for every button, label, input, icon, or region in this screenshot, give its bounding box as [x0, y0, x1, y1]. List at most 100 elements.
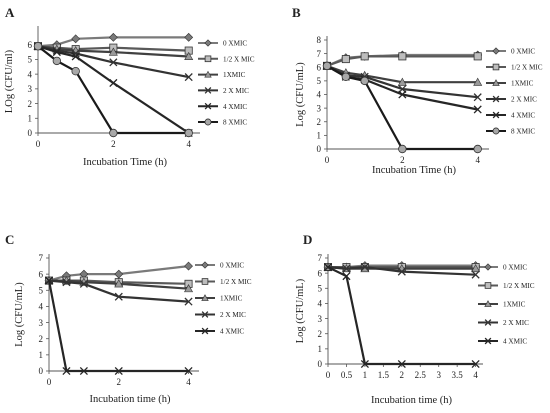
panel-c-legend-entry-1-2-x-mic: 1/2 X MIC — [195, 278, 252, 286]
panel-b-y-tick-label: 1 — [317, 131, 322, 141]
panel-d-legend-entry-0-xmic: 0 XMIC — [478, 263, 527, 272]
panel-b-data-point-8-xmic — [322, 61, 332, 71]
panel-b-x-axis-title: Incubation Time (h) — [372, 165, 456, 176]
panel-d-legend-label: 1/2 X MIC — [503, 282, 535, 290]
panel-b-data-point-1xmic — [473, 77, 483, 86]
panel-c-y-tick-label: 3 — [39, 318, 44, 328]
panel-c-data-point-1xmic — [184, 284, 194, 293]
panel-a-legend-swatch-marker — [204, 55, 212, 63]
panel-c-y-tick-label: 4 — [39, 302, 44, 312]
panel-b-data-point-1xmic — [397, 77, 407, 86]
panel-b-legend-label: 8 XMIC — [511, 128, 535, 136]
panel-a-y-tick-label: 1 — [28, 113, 33, 123]
panel-b-legend-label: 4 XMIC — [511, 112, 535, 120]
panel-a-series-8-xmic — [33, 41, 193, 138]
panel-d-y-tick-label: 6 — [318, 268, 323, 278]
panel-d-y-tick-label: 4 — [318, 299, 323, 309]
panel-b-letter: B — [292, 5, 301, 20]
panel-a-data-point-8-xmic — [52, 56, 62, 66]
panel-a-letter: A — [5, 5, 15, 20]
panel-b-legend-label: 0 XMIC — [511, 48, 535, 56]
panel-d-legend-entry-2-x-mic: 2 X MIC — [478, 319, 529, 327]
panel-b-data-point-8-xmic — [360, 76, 369, 86]
panel-c-data-point-2-x-mic — [184, 297, 193, 306]
panel-b-legend-entry-1xmic: 1XMIC — [486, 79, 534, 88]
panel-d-y-tick-label: 2 — [318, 329, 323, 339]
panel-b-x-tick-label: 4 — [475, 155, 480, 165]
panel-c-y-tick-label: 6 — [39, 269, 44, 279]
panel-d-legend-entry-1xmic: 1XMIC — [478, 300, 526, 309]
panel-c-legend-swatch-marker — [201, 311, 209, 318]
panel-b-x-tick-label: 2 — [400, 155, 405, 165]
panel-a-data-point-1xmic — [108, 47, 118, 56]
panel-c-legend-swatch-marker — [201, 261, 209, 269]
panel-d-x-tick-label: 2 — [400, 370, 405, 380]
panel-a-legend-swatch-marker — [204, 39, 212, 47]
panel-a-data-point-8-xmic — [71, 66, 80, 76]
panel-b-legend-entry-1-2-x-mic: 1/2 X MIC — [486, 64, 543, 72]
panel-c-x-tick-label: 4 — [186, 377, 191, 387]
panel-c-y-tick-label: 0 — [39, 366, 44, 376]
panel-b-data-point-1-2-x-mic — [360, 52, 369, 61]
panel-c-legend-label: 0 XMIC — [220, 262, 244, 270]
panel-c-legend-label: 1XMIC — [220, 295, 243, 303]
panel-d-y-tick-label: 1 — [318, 344, 323, 354]
panel-c-y-tick-label: 2 — [39, 334, 44, 344]
panel-d-legend-swatch-marker — [484, 263, 492, 271]
panel-a-data-point-8-xmic — [33, 41, 43, 51]
panel-c-legend-swatch-marker — [201, 294, 209, 301]
panel-d-legend-swatch-marker — [484, 282, 492, 289]
panel-d-x-tick-label: 0.5 — [341, 370, 353, 380]
panel-b-y-tick-label: 4 — [317, 90, 322, 100]
panel-c-legend-swatch-marker — [201, 278, 209, 285]
panel-d-series-4-xmic — [323, 263, 480, 369]
panel-b-legend-swatch-marker — [492, 95, 500, 103]
panel-d-data-point-2-x-mic — [342, 264, 351, 273]
panel-a-legend-swatch-marker — [204, 70, 212, 78]
panel-b-legend-entry-2-x-mic: 2 X MIC — [486, 96, 537, 104]
panel-c-y-tick-label: 7 — [39, 253, 44, 263]
panel-a-y-tick-label: 5 — [28, 55, 33, 65]
panel-b-y-axis-title: Log (CFU/mL) — [295, 62, 306, 127]
panel-d-data-point-2-x-mic — [471, 270, 480, 279]
panel-d-legend-entry-1-2-x-mic: 1/2 X MIC — [478, 282, 535, 290]
panel-a-y-tick-label: 2 — [28, 99, 33, 109]
panel-d-data-point-4-xmic — [471, 359, 480, 369]
panel-d-x-tick-label: 3.5 — [452, 370, 464, 380]
panel-a-legend-swatch-marker — [204, 102, 212, 110]
panel-a-data-point-0-xmic — [71, 34, 81, 44]
panel-c-legend-swatch-marker — [201, 327, 209, 335]
panel-c-x-tick-label: 2 — [117, 377, 122, 387]
panel-b-y-tick-label: 2 — [317, 117, 322, 127]
panel-d-legend-swatch-marker — [484, 319, 492, 326]
panel-a-y-axis-title: LOg (CFU/ml) — [4, 49, 15, 113]
panel-a-data-point-4-xmic — [109, 78, 118, 88]
panel-d-data-point-2-x-mic — [360, 263, 369, 272]
panel-a-data-point-4-xmic — [52, 48, 61, 57]
panel-a-x-tick-label: 0 — [36, 139, 41, 149]
panel-c-letter: C — [5, 232, 14, 247]
panel-c-data-point-1xmic — [114, 279, 124, 288]
panel-d-legend-swatch-marker — [484, 337, 492, 345]
panel-c-data-point-0-xmic — [184, 261, 193, 271]
panel-b-legend-entry-0-xmic: 0 XMIC — [486, 47, 535, 56]
panel-b-data-point-8-xmic — [473, 144, 482, 154]
panel-c-legend-label: 4 XMIC — [220, 328, 244, 336]
panel-b-legend-entry-4-xmic: 4 XMIC — [486, 112, 535, 120]
panel-b-legend-label: 2 X MIC — [511, 96, 537, 104]
panel-a-data-point-1xmic — [184, 51, 194, 60]
panel-a-data-point-0-xmic — [184, 32, 194, 42]
panel-c-data-point-4-xmic — [62, 366, 71, 376]
panel-c-data-point-4-xmic — [114, 366, 123, 376]
panel-d-y-tick-label: 5 — [318, 283, 323, 293]
panel-b-legend-entry-8-xmic: 8 XMIC — [486, 127, 535, 136]
panel-b-legend-label: 1/2 X MIC — [511, 64, 543, 72]
panel-b-data-point-1-2-x-mic — [398, 52, 407, 61]
panel-a-legend-entry-0-xmic: 0 XMIC — [198, 39, 247, 48]
panel-d-data-point-2-x-mic — [397, 267, 406, 276]
panel-d-x-axis-title: Incubation time (h) — [371, 395, 453, 406]
